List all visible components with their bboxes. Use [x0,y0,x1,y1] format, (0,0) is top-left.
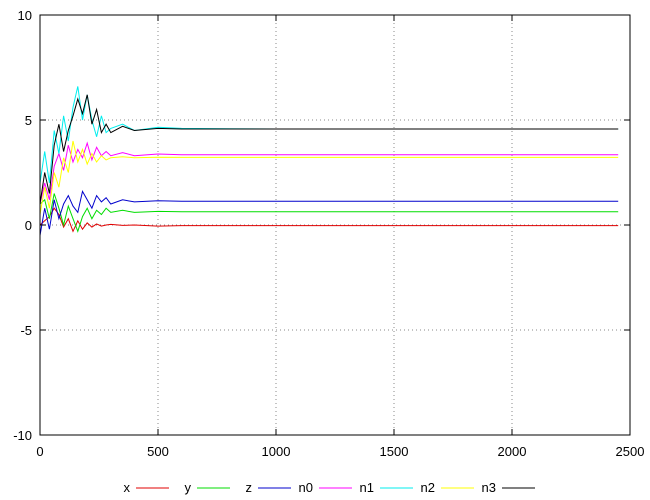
legend-label-n1: n1 [360,480,374,495]
x-tick-label: 2000 [498,444,527,459]
x-tick-label: 1000 [262,444,291,459]
y-tick-label: 10 [18,8,32,23]
y-tick-label: -10 [13,428,32,443]
x-tick-label: 2500 [616,444,645,459]
legend-label-n0: n0 [299,480,313,495]
legend-label-y: y [185,480,192,495]
y-tick-label: 0 [25,218,32,233]
legend-label-x: x [124,480,131,495]
series-line-z [39,190,619,236]
x-tick-label: 0 [36,444,43,459]
legend-label-n3: n3 [482,480,496,495]
series-line-n3 [39,94,619,205]
legend-label-n2: n2 [421,480,435,495]
series-line-y [39,193,619,233]
y-tick-label: -5 [20,323,32,338]
x-tick-label: 1500 [380,444,409,459]
series-line-n2 [39,140,619,215]
series-line-x [39,207,619,233]
y-tick-label: 5 [25,113,32,128]
x-tick-label: 500 [147,444,169,459]
legend: x y z n0 n1 n2 n3 [124,480,535,495]
axis-ticks: 0 500 1000 1500 2000 2500 -10 -5 0 5 10 [13,8,644,459]
series-lines [39,86,619,236]
legend-label-z: z [246,480,253,495]
